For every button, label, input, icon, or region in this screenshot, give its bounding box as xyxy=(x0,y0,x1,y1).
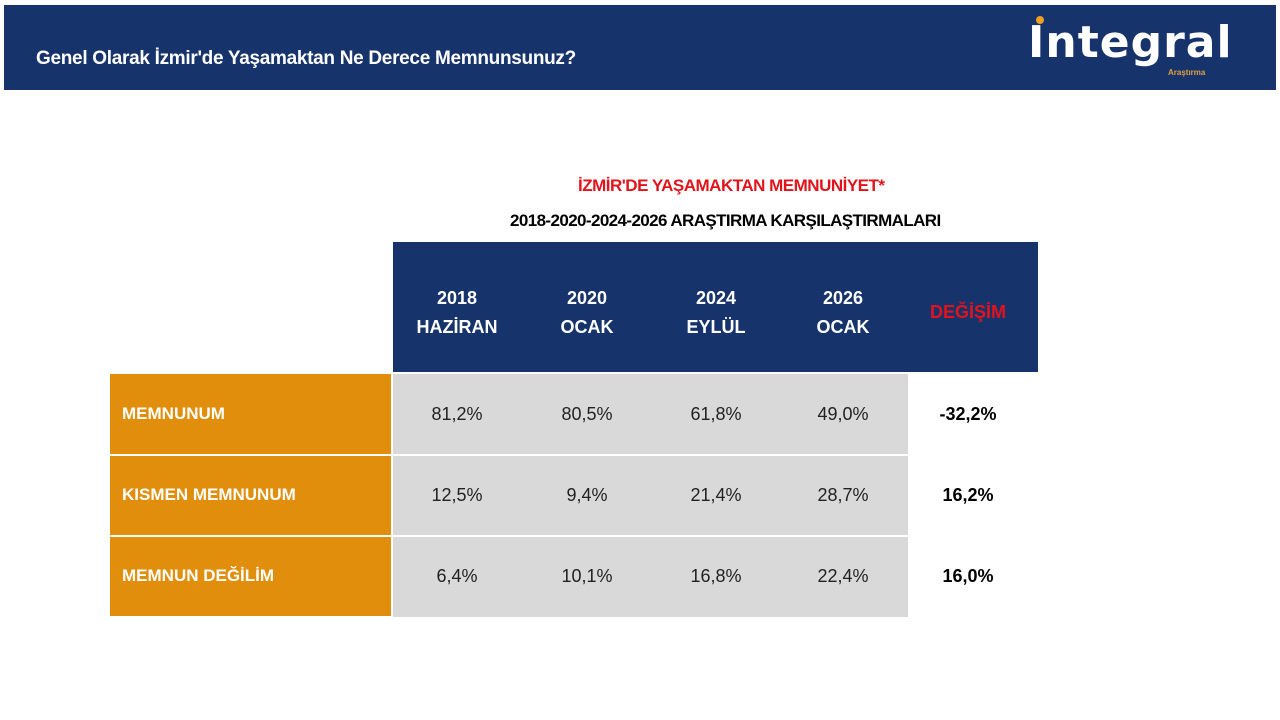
change-cell: 16,2% xyxy=(942,485,994,505)
change-cell: 16,0% xyxy=(942,566,994,586)
table-cell: 49,0% xyxy=(817,404,869,424)
column-month: DEĞİŞİM xyxy=(929,302,1006,322)
table-cell: 9,4% xyxy=(566,485,608,505)
column-header: 2026 OCAK xyxy=(778,284,908,342)
table-cell: 61,8% xyxy=(690,404,742,424)
logo: Integral xyxy=(1028,17,1233,68)
column-header: DEĞİŞİM xyxy=(903,298,1033,327)
row-label: KISMEN MEMNUNUM xyxy=(110,455,391,535)
logo-dot-icon xyxy=(1036,16,1044,24)
column-header: 2024 EYLÜL xyxy=(651,284,781,342)
column-header: 2020 OCAK xyxy=(522,284,652,342)
table-cell: 81,2% xyxy=(431,404,483,424)
row-label: MEMNUNUM xyxy=(110,374,391,454)
table-cell: 28,7% xyxy=(817,485,869,505)
table-header xyxy=(393,242,1038,372)
table-cell: 6,4% xyxy=(436,566,478,586)
column-year: 2026 xyxy=(822,288,864,308)
column-month: HAZİRAN xyxy=(416,317,498,337)
table-cell: 12,5% xyxy=(431,485,483,505)
column-month: OCAK xyxy=(560,317,614,337)
row-divider xyxy=(110,454,908,456)
column-month: EYLÜL xyxy=(686,317,746,337)
table-body xyxy=(393,374,908,617)
page-title: Genel Olarak İzmir'de Yaşamaktan Ne Dere… xyxy=(36,48,576,69)
column-year: 2020 xyxy=(566,288,608,308)
logo-subtitle: Araştırma xyxy=(1168,68,1206,77)
column-year: 2024 xyxy=(695,288,737,308)
row-label: MEMNUN DEĞİLİM xyxy=(110,536,391,616)
table-cell: 80,5% xyxy=(561,404,613,424)
column-year: 2018 xyxy=(436,288,478,308)
row-divider xyxy=(110,535,908,537)
header-bar xyxy=(4,5,1276,90)
column-header: 2018 HAZİRAN xyxy=(392,284,522,342)
change-cell: -32,2% xyxy=(939,404,997,424)
table-cell: 16,8% xyxy=(690,566,742,586)
column-month: OCAK xyxy=(816,317,870,337)
chart-subtitle: 2018-2020-2024-2026 ARAŞTIRMA KARŞILAŞTI… xyxy=(510,211,941,230)
table-cell: 21,4% xyxy=(690,485,742,505)
table-cell: 10,1% xyxy=(561,566,613,586)
table-cell: 22,4% xyxy=(817,566,869,586)
